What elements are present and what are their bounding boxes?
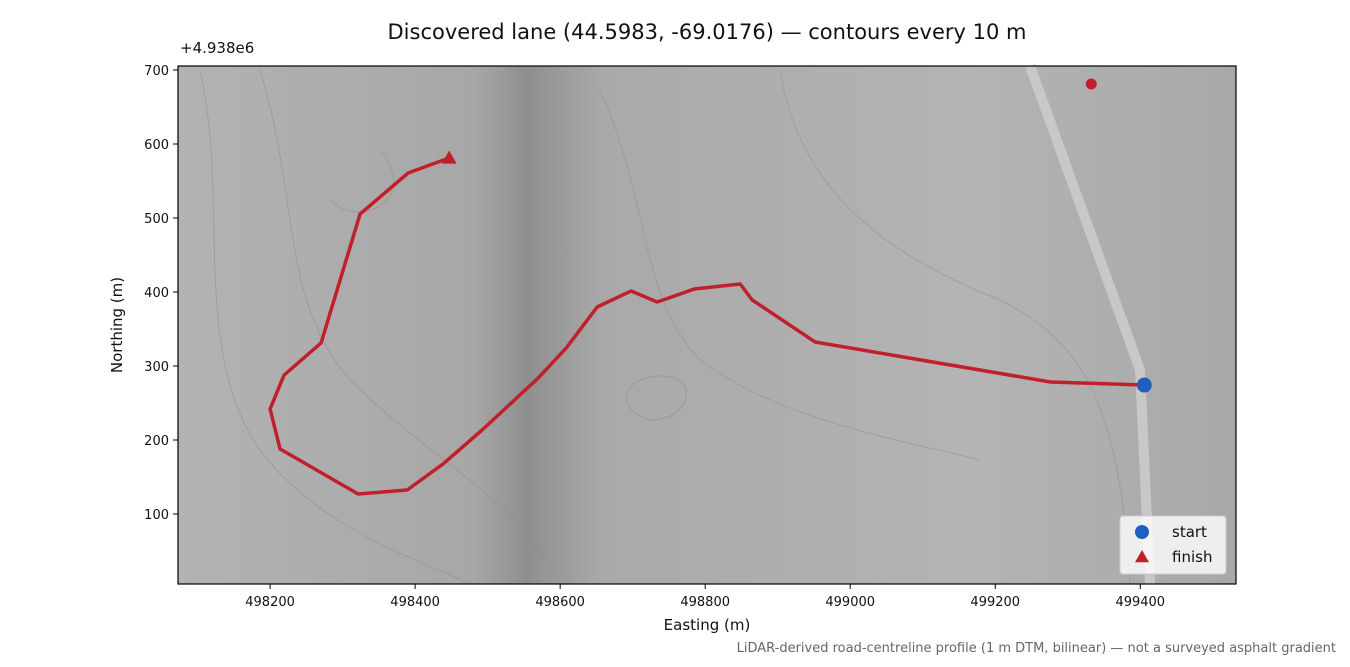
legend-symbol [1135,525,1149,539]
legend-label: start [1172,523,1207,541]
y-offset-label: +4.938e6 [180,39,254,57]
contours [199,69,1131,585]
start-point [1136,377,1152,393]
finish-point [441,150,457,164]
y-tick-label: 700 [144,64,169,79]
legend-symbol [1135,550,1149,563]
y-tick-label: 500 [144,212,169,227]
plot-frame [177,65,1237,585]
x-axis-label: Easting (m) [664,616,751,634]
x-tick-label: 498400 [390,595,440,610]
footnote: LiDAR-derived road-centreline profile (1… [737,641,1336,656]
x-tick-label: 499200 [970,595,1020,610]
y-tick-label: 400 [144,286,169,301]
chart-title: Discovered lane (44.5983, -69.0176) — co… [388,20,1027,44]
y-axis-label: Northing (m) [108,277,126,373]
marker [1085,78,1097,90]
x-tick-label: 499000 [825,595,875,610]
y-tick-label: 100 [144,508,169,523]
x-tick-label: 498200 [245,595,295,610]
legend-label: finish [1172,548,1212,566]
y-tick-label: 300 [144,360,169,375]
x-tick-label: 498600 [535,595,585,610]
route-line [268,156,1145,496]
road [1025,64,1155,585]
hillshade [178,66,1236,584]
y-tick-label: 200 [144,434,169,449]
x-tick-label: 498800 [680,595,730,610]
y-tick-label: 600 [144,138,169,153]
x-tick-label: 499400 [1115,595,1165,610]
